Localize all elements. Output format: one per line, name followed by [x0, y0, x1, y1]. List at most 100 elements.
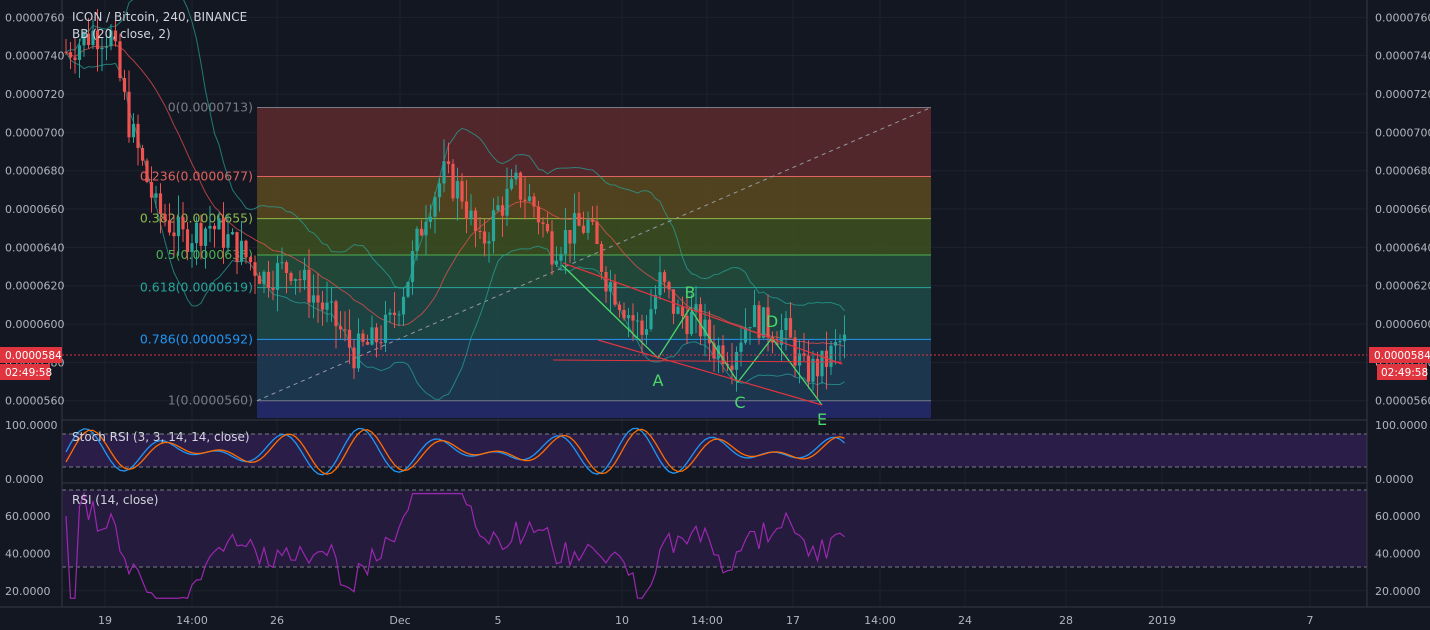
stoch-legend[interactable]: Stoch RSI (3, 3, 14, 14, close) — [72, 430, 250, 444]
candle-body — [185, 229, 190, 252]
price-axis-label-left: 0.0000620 — [5, 280, 65, 293]
time-axis-label: 2019 — [1148, 614, 1176, 627]
candle-body — [298, 279, 302, 281]
candle-body — [406, 281, 410, 297]
candle-body — [667, 282, 671, 290]
candle-body — [797, 353, 802, 366]
candle-body — [676, 306, 680, 314]
candle-body — [505, 188, 509, 216]
candle-body — [374, 327, 379, 343]
candle-body — [653, 294, 658, 310]
candle-body — [320, 302, 325, 310]
price-axis-label-right: 0.0000620 — [1375, 280, 1430, 293]
candle-body — [338, 326, 343, 330]
candle-body — [788, 318, 793, 338]
time-axis-label: 28 — [1059, 614, 1073, 627]
candle-body — [779, 330, 784, 345]
candle-body — [532, 196, 536, 207]
candle-body — [262, 271, 266, 284]
candle-body — [275, 263, 280, 290]
stoch-k-line — [65, 427, 845, 476]
candle-body — [325, 302, 329, 310]
bb-legend[interactable]: BB (20, close, 2) — [72, 27, 171, 41]
candle-body — [257, 275, 262, 284]
fib-level-label: 0.786(0.0000592) — [140, 331, 253, 346]
candle-body — [491, 210, 496, 242]
time-axis-label: Dec — [389, 614, 410, 627]
candle-body — [388, 312, 392, 315]
candle-body — [815, 358, 820, 377]
candle-body — [599, 243, 604, 272]
candle-body — [158, 193, 163, 214]
candle-body — [478, 231, 482, 233]
candle-body — [577, 213, 581, 226]
left-countdown: 02:49:58 — [5, 367, 52, 379]
time-axis-label: 17 — [786, 614, 800, 627]
candle-body — [212, 225, 217, 230]
price-axis-label-left: 0.0000720 — [5, 88, 65, 101]
candle-body — [122, 78, 127, 92]
candle-body — [82, 33, 86, 46]
candle-body — [793, 337, 797, 366]
candle-body — [293, 279, 298, 281]
candle-body — [550, 231, 554, 265]
wave-label-d: D — [766, 312, 778, 331]
price-axis-label-left: 0.0000740 — [5, 50, 65, 63]
candle-body — [527, 196, 532, 201]
candle-body — [113, 30, 118, 42]
candle-body — [568, 229, 572, 244]
time-axis-label: 14:00 — [176, 614, 208, 627]
candle-body — [109, 30, 113, 47]
candle-body — [415, 228, 419, 252]
stoch-d-line — [65, 428, 845, 475]
candle-body — [329, 301, 334, 303]
candle-body — [811, 358, 815, 382]
price-axis-label-right: 0.0000720 — [1375, 88, 1430, 101]
axes[interactable]: 19 14:00 26 Dec 5 10 14:00 17 14:00 24 28 2019 7 0.00… — [5, 11, 1430, 627]
candle-body — [694, 304, 698, 312]
rsi-legend[interactable]: RSI (14, close) — [72, 493, 158, 507]
candle-body — [307, 269, 311, 303]
candle-body — [770, 337, 775, 343]
candle-body — [626, 315, 631, 319]
candle-body — [145, 160, 149, 182]
candle-body — [176, 216, 181, 237]
fib-level-label: 1(0.0000560) — [168, 393, 253, 408]
candle-body — [820, 350, 824, 377]
candle-body — [401, 296, 406, 315]
candle-body — [523, 199, 527, 201]
fib-zone — [257, 255, 931, 288]
candle-body — [829, 345, 833, 367]
candle-body — [604, 271, 608, 292]
candle-body — [541, 222, 545, 224]
price-axis-label-left: 0.0000560 — [5, 395, 65, 408]
candle-body — [469, 210, 473, 219]
candle-body — [347, 329, 352, 348]
support-line — [552, 359, 843, 363]
candle-body — [199, 222, 203, 246]
candle-body — [181, 216, 185, 230]
bb-basis — [65, 44, 845, 347]
candle-body — [127, 91, 131, 138]
fibonacci-retracement[interactable]: 0(0.0000713)0.236(0.0000677)0.382(0.0000… — [140, 99, 932, 418]
candlesticks — [64, 8, 847, 398]
candle-body — [428, 216, 433, 222]
candle-body — [217, 218, 221, 230]
left-price-value: 0.0000584 — [5, 350, 62, 362]
candle-body — [392, 312, 397, 315]
candle-body — [289, 273, 293, 281]
candle-body — [536, 206, 541, 223]
wave-label-a: A — [653, 371, 664, 390]
candle-body — [446, 161, 451, 164]
wave-label-b: B — [685, 283, 696, 302]
candle-body — [482, 231, 487, 244]
candle-body — [226, 234, 230, 248]
price-axis-label-left: 0.0000760 — [5, 11, 65, 24]
candle-body — [658, 272, 662, 295]
channel-upper — [562, 262, 843, 365]
candle-body — [397, 314, 401, 316]
wave-path — [561, 264, 823, 406]
candle-body — [64, 51, 68, 53]
candle-body — [140, 147, 145, 161]
